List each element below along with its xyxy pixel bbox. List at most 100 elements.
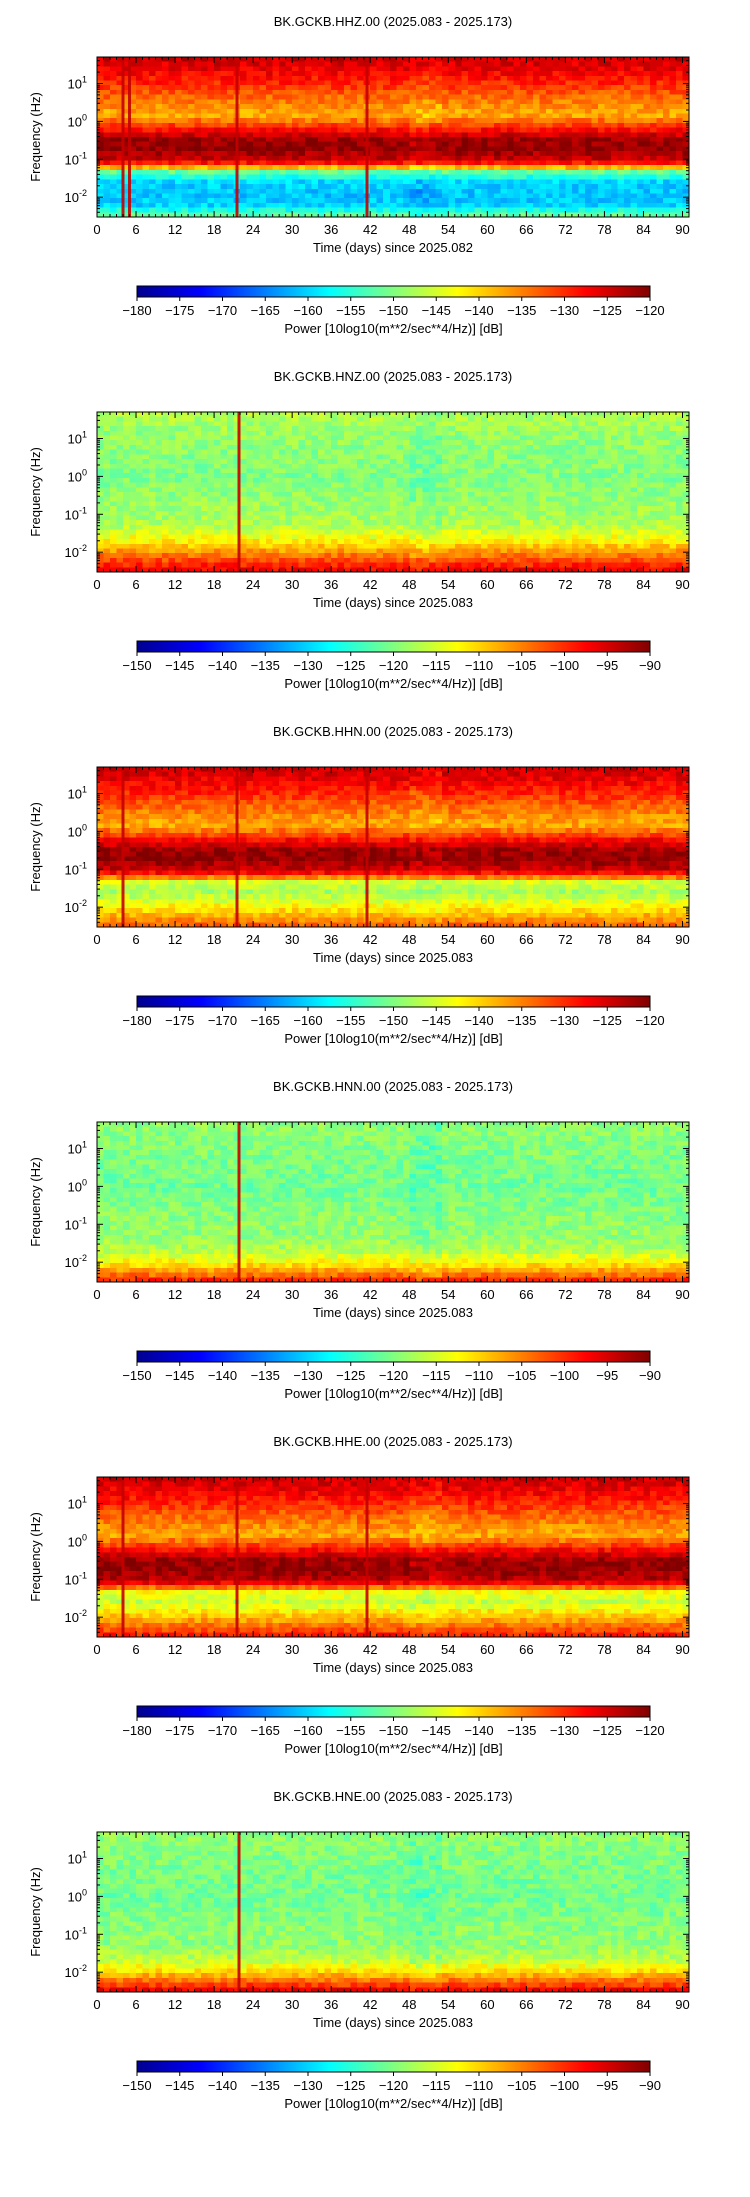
heatmap-cell	[402, 449, 410, 455]
heatmap-cell	[168, 122, 176, 129]
heatmap-cell	[662, 463, 671, 470]
heatmap-cell	[415, 440, 423, 446]
heatmap-cell	[188, 449, 196, 455]
heatmap-cell	[675, 477, 684, 484]
heatmap-cell	[591, 412, 599, 418]
heatmap-cell	[435, 75, 443, 82]
heatmap-cell	[266, 212, 274, 218]
heatmap-cell	[571, 212, 580, 218]
heatmap-cell	[155, 207, 163, 213]
heatmap-cell	[474, 416, 482, 423]
heatmap-cell	[474, 188, 482, 195]
heatmap-cell	[493, 454, 501, 460]
heatmap-cell	[227, 85, 235, 91]
heatmap-cell	[370, 412, 378, 418]
heatmap-cell	[337, 57, 345, 63]
heatmap-cell	[565, 113, 573, 119]
heatmap-cell	[201, 108, 209, 115]
heatmap-cell	[623, 207, 632, 213]
heatmap-cell	[370, 207, 378, 213]
heatmap-cell	[474, 459, 482, 465]
heatmap-cell	[227, 412, 235, 418]
heatmap-cell	[324, 416, 332, 423]
heatmap-cell	[194, 435, 202, 441]
heatmap-cell	[454, 477, 462, 484]
heatmap-cell	[220, 188, 228, 195]
heatmap-cell	[97, 184, 105, 190]
heatmap-cell	[123, 108, 131, 115]
heatmap-cell	[168, 132, 176, 138]
heatmap-cell	[272, 137, 280, 143]
heatmap-cell	[383, 193, 391, 199]
heatmap-cell	[344, 137, 352, 143]
heatmap-cell	[194, 473, 202, 479]
heatmap-cell	[617, 188, 625, 195]
heatmap-cell	[493, 193, 501, 199]
heatmap-cell	[188, 174, 196, 180]
heatmap-cell	[350, 71, 358, 77]
heatmap-cell	[285, 108, 293, 115]
heatmap-cell	[402, 463, 410, 470]
heatmap-cell	[409, 127, 417, 133]
heatmap-cell	[448, 412, 456, 418]
heatmap-cell	[266, 80, 274, 86]
heatmap-cell	[305, 104, 313, 110]
heatmap-cell	[545, 94, 553, 100]
heatmap-cell	[370, 473, 378, 479]
heatmap-cell	[558, 108, 566, 115]
heatmap-cell	[175, 160, 183, 166]
heatmap-cell	[123, 57, 131, 63]
heatmap-cell	[441, 108, 449, 115]
heatmap-cell	[220, 71, 228, 77]
heatmap-cell	[129, 449, 137, 455]
heatmap-cell	[175, 492, 183, 498]
heatmap-cell	[97, 207, 105, 213]
heatmap-cell	[142, 61, 150, 68]
heatmap-cell	[493, 104, 501, 110]
heatmap-cell	[175, 426, 183, 432]
heatmap-cell	[578, 473, 586, 479]
heatmap-cell	[428, 198, 436, 204]
heatmap-cell	[396, 198, 404, 204]
heatmap-cell	[578, 94, 586, 100]
heatmap-cell	[467, 449, 475, 455]
heatmap-cell	[545, 179, 553, 185]
heatmap-cell	[415, 459, 423, 465]
heatmap-cell	[558, 169, 566, 176]
heatmap-cell	[441, 94, 449, 100]
heatmap-cell	[597, 174, 606, 180]
heatmap-cell	[357, 198, 365, 204]
heatmap-cell	[331, 71, 339, 77]
heatmap-cell	[136, 146, 144, 152]
heatmap-cell	[344, 75, 352, 82]
heatmap-cell	[558, 85, 566, 91]
heatmap-cell	[630, 155, 638, 162]
heatmap-cell	[435, 104, 443, 110]
heatmap-cell	[331, 75, 339, 82]
heatmap-cell	[227, 61, 235, 68]
heatmap-cell	[571, 207, 580, 213]
heatmap-cell	[623, 118, 632, 124]
heatmap-cell	[246, 94, 254, 100]
heatmap-cell	[675, 85, 684, 91]
heatmap-cell	[545, 169, 553, 176]
heatmap-cell	[532, 473, 540, 479]
heatmap-cell	[279, 459, 287, 465]
heatmap-cell	[97, 57, 105, 63]
heatmap-cell	[279, 198, 287, 204]
heatmap-cell	[305, 426, 313, 432]
heatmap-cell	[617, 430, 625, 437]
heatmap-cell	[643, 132, 651, 138]
heatmap-cell	[357, 426, 365, 432]
heatmap-cell	[493, 459, 501, 465]
heatmap-cell	[292, 212, 300, 218]
heatmap-cell	[350, 426, 358, 432]
heatmap-cell	[292, 412, 300, 418]
heatmap-cell	[435, 122, 443, 129]
heatmap-cell	[454, 212, 462, 218]
heatmap-cell	[259, 184, 267, 190]
heatmap-cell	[597, 122, 606, 129]
heatmap-cell	[337, 174, 345, 180]
heatmap-cell	[201, 89, 209, 96]
heatmap-cell	[597, 212, 606, 218]
